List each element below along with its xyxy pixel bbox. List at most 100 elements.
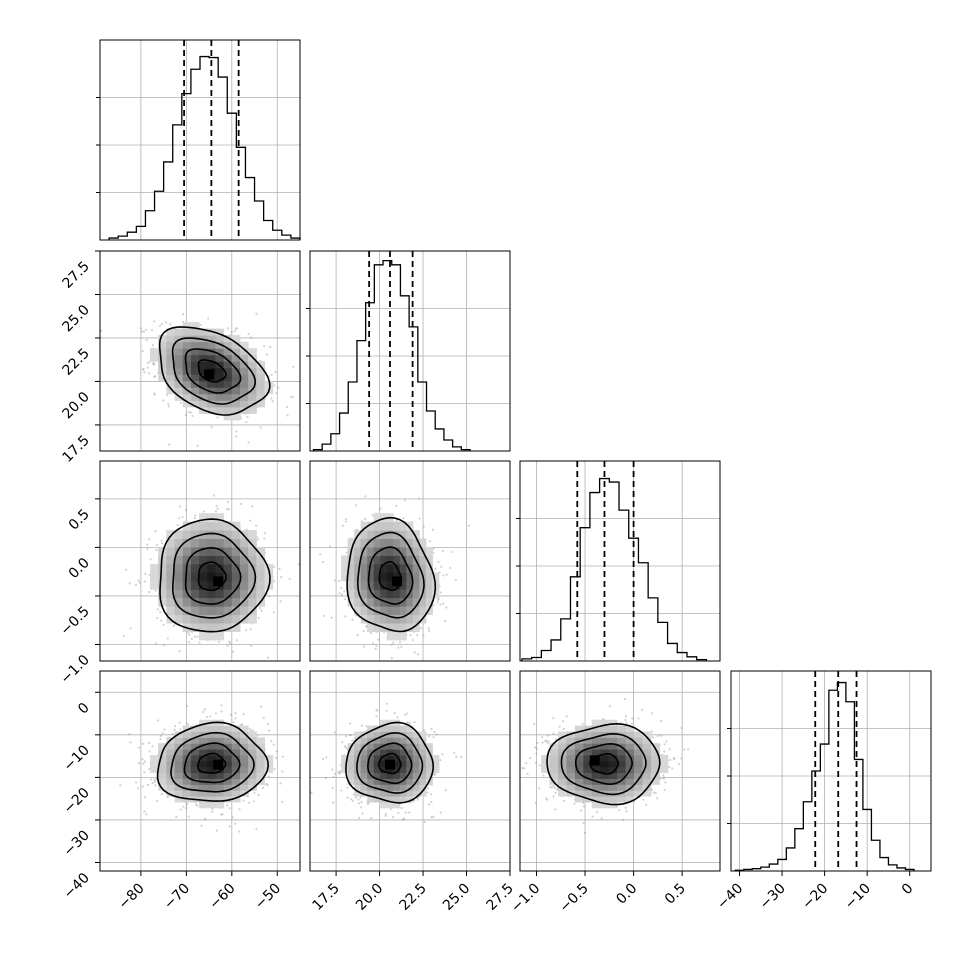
scatter-point bbox=[236, 327, 238, 329]
scatter-point bbox=[410, 634, 412, 636]
density-cell bbox=[199, 522, 208, 531]
density-cell bbox=[207, 615, 216, 624]
density-cell bbox=[215, 631, 224, 640]
scatter-point bbox=[379, 508, 381, 510]
scatter-point bbox=[341, 741, 343, 743]
density-cell bbox=[400, 589, 407, 598]
density-cell bbox=[215, 802, 224, 808]
scatter-point bbox=[358, 817, 360, 819]
joint-panel-0-1 bbox=[100, 251, 300, 451]
scatter-point bbox=[234, 717, 236, 719]
scatter-point bbox=[137, 579, 139, 581]
density-cell bbox=[380, 589, 387, 598]
density-cell bbox=[199, 342, 208, 349]
scatter-point bbox=[390, 808, 392, 810]
scatter-point bbox=[414, 651, 416, 653]
scatter-point bbox=[351, 740, 353, 742]
scatter-point bbox=[200, 825, 202, 827]
density-cell bbox=[191, 589, 200, 598]
scatter-point bbox=[153, 376, 155, 378]
density-cell bbox=[207, 522, 216, 531]
density-cell bbox=[199, 802, 208, 808]
scatter-point bbox=[262, 787, 264, 789]
scatter-point bbox=[216, 508, 218, 510]
scatter-point bbox=[370, 632, 372, 634]
density-cell bbox=[380, 572, 387, 581]
scatter-point bbox=[281, 801, 283, 803]
density-cell bbox=[150, 755, 159, 761]
density-cell bbox=[215, 361, 224, 368]
scatter-point bbox=[352, 800, 354, 802]
density-cell bbox=[248, 598, 257, 607]
scatter-point bbox=[386, 710, 388, 712]
scatter-point bbox=[213, 494, 215, 496]
scatter-point bbox=[135, 584, 137, 586]
scatter-point bbox=[168, 444, 170, 446]
density-cell bbox=[413, 572, 420, 581]
density-cell bbox=[199, 631, 208, 640]
density-cell bbox=[191, 755, 200, 761]
scatter-point bbox=[355, 504, 357, 506]
scatter-point bbox=[404, 499, 406, 501]
scatter-point bbox=[182, 806, 184, 808]
scatter-point bbox=[173, 625, 175, 627]
scatter-point bbox=[186, 803, 188, 805]
scatter-point bbox=[323, 615, 325, 617]
density-cell bbox=[207, 530, 216, 539]
density-cell bbox=[175, 329, 184, 336]
scatter-point bbox=[168, 405, 170, 407]
scatter-point bbox=[399, 641, 401, 643]
density-cell bbox=[426, 572, 433, 581]
scatter-point bbox=[360, 801, 362, 803]
density-cell bbox=[232, 790, 241, 796]
scatter-point bbox=[199, 324, 201, 326]
scatter-point bbox=[151, 745, 153, 747]
scatter-point bbox=[292, 396, 294, 398]
scatter-point bbox=[211, 811, 213, 813]
scatter-point bbox=[357, 798, 359, 800]
density-cell bbox=[400, 564, 407, 573]
density-cell bbox=[183, 547, 192, 556]
scatter-point bbox=[226, 804, 228, 806]
scatter-point bbox=[144, 760, 146, 762]
density-cell bbox=[387, 547, 394, 556]
scatter-point bbox=[402, 517, 404, 519]
scatter-point bbox=[280, 576, 282, 578]
scatter-point bbox=[203, 511, 205, 513]
scatter-point bbox=[188, 411, 190, 413]
scatter-point bbox=[363, 630, 365, 632]
scatter-point bbox=[220, 704, 222, 706]
density-cell bbox=[150, 348, 159, 355]
scatter-point bbox=[218, 641, 220, 643]
scatter-point bbox=[270, 740, 272, 742]
density-cell bbox=[361, 589, 368, 598]
scatter-point bbox=[426, 792, 428, 794]
scatter-point bbox=[468, 525, 470, 527]
density-cell bbox=[207, 598, 216, 607]
scatter-point bbox=[185, 414, 187, 416]
density-cell bbox=[224, 381, 233, 388]
density-cell bbox=[419, 606, 426, 615]
scatter-point bbox=[338, 580, 340, 582]
density-cell bbox=[256, 374, 265, 381]
scatter-point bbox=[430, 728, 432, 730]
scatter-point bbox=[147, 367, 149, 369]
density-cell bbox=[183, 598, 192, 607]
scatter-point bbox=[331, 787, 333, 789]
scatter-point bbox=[143, 331, 145, 333]
scatter-point bbox=[273, 611, 275, 613]
density-cell bbox=[240, 755, 249, 761]
density-cell bbox=[183, 329, 192, 336]
density-cell bbox=[341, 555, 348, 564]
scatter-point bbox=[263, 717, 265, 719]
scatter-point bbox=[147, 784, 149, 786]
scatter-point bbox=[229, 642, 231, 644]
density-cell bbox=[361, 564, 368, 573]
scatter-point bbox=[238, 830, 240, 832]
scatter-point bbox=[194, 517, 196, 519]
scatter-point bbox=[444, 620, 446, 622]
scatter-point bbox=[248, 802, 250, 804]
scatter-point bbox=[257, 538, 259, 540]
scatter-point bbox=[182, 313, 184, 315]
